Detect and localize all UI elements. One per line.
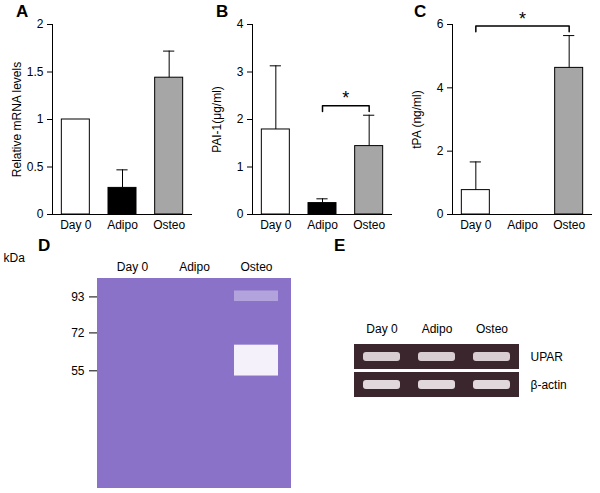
html-text:C: C [414, 2, 427, 21]
svg-text:UPAR: UPAR [531, 350, 564, 364]
svg-text:Osteo: Osteo [476, 322, 508, 336]
svg-text:4: 4 [437, 81, 444, 95]
html-text:A: A [16, 2, 29, 21]
svg-text:0: 0 [37, 207, 44, 221]
svg-text:Day 0: Day 0 [460, 218, 492, 232]
svg-text:93: 93 [71, 290, 85, 304]
svg-text:2: 2 [37, 17, 44, 31]
svg-text:4: 4 [237, 17, 244, 31]
svg-text:kDa: kDa [4, 251, 26, 265]
svg-text:Day 0: Day 0 [60, 218, 92, 232]
svg-text:β-actin: β-actin [531, 378, 567, 392]
svg-text:Day 0: Day 0 [117, 260, 149, 274]
svg-text:tPA (ng/ml): tPA (ng/ml) [410, 90, 424, 148]
svg-text:Adipo: Adipo [179, 260, 210, 274]
svg-text:PAI-1(μg/ml): PAI-1(μg/ml) [210, 86, 224, 153]
svg-text:55: 55 [71, 364, 85, 378]
svg-text:Osteo: Osteo [553, 218, 585, 232]
svg-text:*: * [342, 88, 349, 108]
svg-text:Adipo: Adipo [107, 218, 138, 232]
svg-text:0.5: 0.5 [27, 160, 44, 174]
svg-text:1: 1 [37, 112, 44, 126]
svg-text:72: 72 [71, 326, 85, 340]
svg-text:0: 0 [237, 207, 244, 221]
svg-text:3: 3 [237, 65, 244, 79]
svg-text:Day 0: Day 0 [366, 322, 398, 336]
svg-text:Adipo: Adipo [422, 322, 453, 336]
svg-text:1: 1 [237, 160, 244, 174]
html-text:B: B [216, 2, 229, 21]
svg-text:Osteo: Osteo [240, 260, 272, 274]
svg-text:Day 0: Day 0 [260, 218, 292, 232]
html-text:D: D [38, 236, 51, 255]
svg-text:2: 2 [437, 144, 444, 158]
svg-text:Osteo: Osteo [353, 218, 385, 232]
svg-text:0: 0 [437, 207, 444, 221]
svg-text:Adipo: Adipo [307, 218, 338, 232]
html-text:E: E [334, 236, 346, 255]
svg-text:Osteo: Osteo [153, 218, 185, 232]
svg-text:2: 2 [237, 112, 244, 126]
svg-text:Relative mRNA levels: Relative mRNA levels [10, 62, 24, 177]
svg-text:Adipo: Adipo [507, 218, 538, 232]
svg-text:1.5: 1.5 [27, 65, 44, 79]
svg-text:6: 6 [437, 17, 444, 31]
svg-text:*: * [519, 9, 526, 29]
